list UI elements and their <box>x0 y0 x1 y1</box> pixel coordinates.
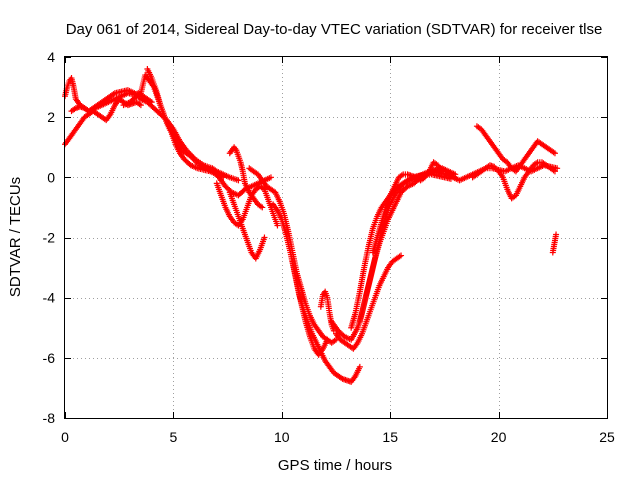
data-point <box>267 174 274 181</box>
x-tick-label: 15 <box>382 429 398 445</box>
plot-border <box>64 56 608 419</box>
x-tick-labels: 0 5 10 15 20 25 <box>61 429 615 445</box>
x-tick-label: 10 <box>274 429 290 445</box>
data-point <box>553 231 560 238</box>
series-arc-21 <box>549 231 560 256</box>
x-tick-label: 5 <box>170 429 178 445</box>
series-arc-3 <box>68 87 242 184</box>
data-point <box>551 150 558 157</box>
series-arc-20 <box>469 159 558 202</box>
y-tick-label: 0 <box>47 169 55 185</box>
y-tick-label: -6 <box>43 350 56 366</box>
data-point <box>398 252 405 259</box>
x-tick-label: 0 <box>61 429 69 445</box>
x-tick-label: 20 <box>491 429 507 445</box>
data-point <box>554 165 561 172</box>
series-arc-13 <box>333 252 405 352</box>
grid-lines <box>65 57 607 418</box>
series-arc-5 <box>144 66 274 199</box>
data-point <box>235 177 242 184</box>
series-arc-8 <box>226 189 268 262</box>
y-tick-label: -2 <box>43 230 56 246</box>
y-tick-labels: -8 -6 -4 -2 0 2 4 <box>43 49 56 426</box>
data-point <box>324 336 331 343</box>
series-arc-7 <box>226 144 266 211</box>
series-arc-10 <box>270 201 363 385</box>
series-arc-6 <box>213 180 281 229</box>
series-arc-19 <box>473 123 558 175</box>
y-tick-label: 4 <box>47 49 55 65</box>
data-point <box>551 168 558 175</box>
data-point <box>261 234 268 241</box>
y-tick-label: -8 <box>43 410 56 426</box>
y-tick-label: -4 <box>43 290 56 306</box>
data-points <box>62 66 561 385</box>
y-tick-label: 2 <box>47 109 55 125</box>
series-arc-11 <box>289 258 331 358</box>
data-point <box>274 222 281 229</box>
y-axis-label: SDTVAR / TECUs <box>7 177 24 297</box>
axis-ticks <box>65 57 608 419</box>
data-point <box>259 204 266 211</box>
data-point <box>137 102 144 109</box>
x-tick-label: 25 <box>599 429 615 445</box>
series-arc-9 <box>246 165 339 346</box>
data-point <box>356 363 363 370</box>
x-axis-label: GPS time / hours <box>278 457 392 474</box>
chart-title: Day 061 of 2014, Sidereal Day-to-day VTE… <box>66 21 603 38</box>
series-arc-17 <box>369 159 446 256</box>
